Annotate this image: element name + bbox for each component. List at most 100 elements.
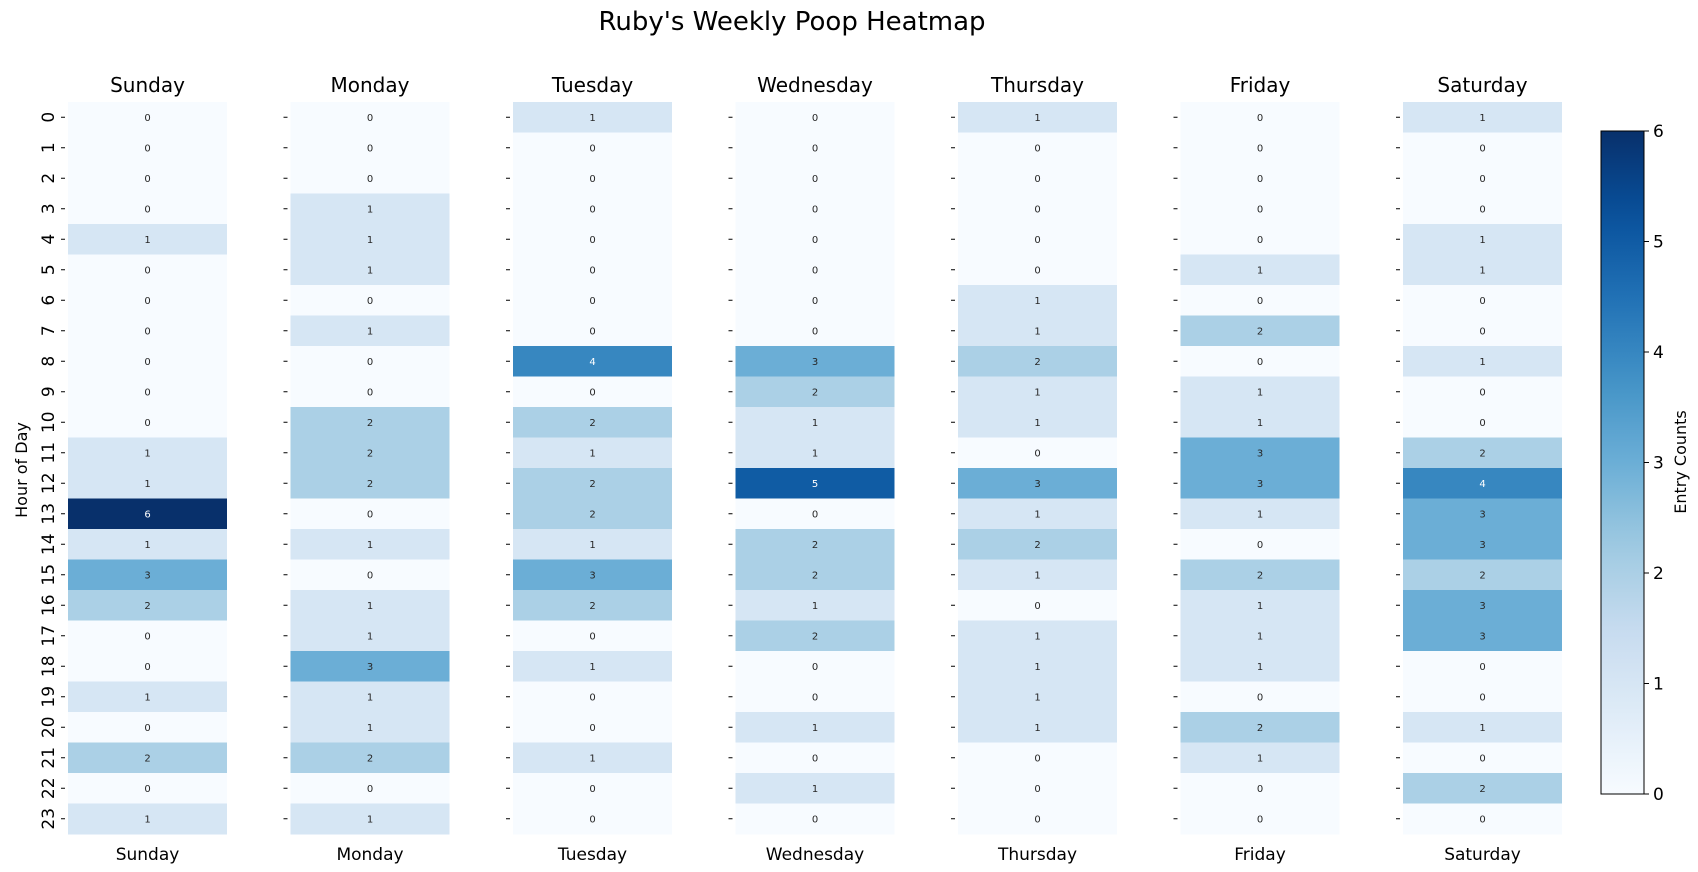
heatmap-cell <box>958 651 1117 682</box>
heatmap-cell <box>513 773 672 804</box>
heatmap-cell <box>1180 559 1340 591</box>
heatmap-cell <box>68 529 227 560</box>
cell-value-label: 2 <box>589 601 595 612</box>
hour-tick-label: 14 <box>39 533 59 555</box>
cell-value-label: 0 <box>1257 113 1263 124</box>
cell-value-label: 0 <box>1257 357 1263 368</box>
heatmap-cell <box>68 102 227 133</box>
cell-value-label: 2 <box>144 753 150 764</box>
cell-value-label: 5 <box>812 479 818 490</box>
cell-value-label: 1 <box>1034 631 1040 642</box>
heatmap-cell <box>735 620 895 652</box>
cell-value-label: 2 <box>144 601 150 612</box>
heatmap-cell <box>958 620 1117 652</box>
heatmap-cell <box>735 346 895 377</box>
heatmap-cell <box>290 407 450 438</box>
cell-value-label: 1 <box>1034 723 1040 734</box>
cell-value-label: 0 <box>144 326 150 337</box>
cell-value-label: 0 <box>144 357 150 368</box>
cell-value-label: 0 <box>589 814 595 825</box>
cell-value-label: 0 <box>1034 204 1040 215</box>
colorbar: 0 1 2 3 4 5 6 Entry Counts <box>1600 122 1690 805</box>
cell-value-label: 1 <box>1034 296 1040 307</box>
cell-value-label: 0 <box>1034 784 1040 795</box>
cell-value-label: 2 <box>1034 540 1040 551</box>
heatmap-cell <box>1403 620 1562 652</box>
heatmap-cell <box>68 773 227 804</box>
heatmap-cell <box>958 529 1117 560</box>
heatmap-cell <box>958 285 1117 316</box>
cell-value-label: 3 <box>812 357 818 368</box>
heatmap-cell <box>958 407 1117 438</box>
cell-value-label: 1 <box>144 692 150 703</box>
cell-value-label: 1 <box>1479 265 1485 276</box>
heatmap-cell <box>1180 529 1340 560</box>
heatmap-cell <box>1403 681 1562 713</box>
cell-value-label: 1 <box>144 448 150 459</box>
cell-value-label: 0 <box>589 204 595 215</box>
heatmap-cell <box>1403 407 1562 438</box>
heatmap-cell <box>513 224 672 255</box>
cell-value-label: 0 <box>1257 204 1263 215</box>
cell-value-label: 0 <box>812 662 818 673</box>
hour-tick-label: 13 <box>39 503 59 525</box>
panel-title-tuesday: Tuesday <box>551 73 634 97</box>
heatmap-cell <box>68 651 227 682</box>
panel-saturday: Saturday Saturday 1 0 0 0 1 1 0 0 1 0 0 2 4 3 3 2 3 3 0 0 1 0 2 0 <box>1396 73 1562 865</box>
heatmap-cell <box>513 498 672 530</box>
heatmap-cell <box>958 559 1117 591</box>
heatmap-cell <box>1180 193 1340 225</box>
cell-value-label: 1 <box>367 601 373 612</box>
hour-tick-label: 6 <box>39 295 59 306</box>
heatmap-cell <box>735 651 895 682</box>
cell-value-label: 0 <box>1479 662 1485 673</box>
cell-value-label: 0 <box>1257 692 1263 703</box>
heatmap-cell <box>735 254 895 286</box>
cell-value-label: 2 <box>1257 326 1263 337</box>
cell-value-label: 0 <box>1034 174 1040 185</box>
colorbar-tick-label: 2 <box>1653 564 1664 584</box>
cell-value-label: 1 <box>589 113 595 124</box>
hour-tick-label: 4 <box>39 234 59 245</box>
heatmap-cell <box>735 529 895 560</box>
heatmap-cell <box>1403 315 1562 347</box>
cell-value-label: 0 <box>1034 814 1040 825</box>
heatmap-cell <box>290 529 450 560</box>
heatmap-cell <box>735 773 895 804</box>
cell-value-label: 0 <box>1479 143 1485 154</box>
heatmap-cell <box>513 651 672 682</box>
cell-value-label: 0 <box>1257 235 1263 246</box>
heatmap-cell <box>290 254 450 286</box>
cell-value-label: 0 <box>812 204 818 215</box>
heatmap-cell <box>68 285 227 316</box>
cell-value-label: 1 <box>1034 418 1040 429</box>
heatmap-cell <box>1180 254 1340 286</box>
heatmap-cell <box>68 376 227 408</box>
cell-value-label: 3 <box>1479 509 1485 520</box>
hour-tick-label: 21 <box>39 747 59 769</box>
colorbar-label: Entry Counts <box>1671 410 1690 514</box>
cell-value-label: 0 <box>367 143 373 154</box>
cell-value-label: 2 <box>589 479 595 490</box>
heatmap-cell <box>1403 163 1562 194</box>
panel-title-saturday: Saturday <box>1437 73 1527 97</box>
heatmap-cell <box>1403 712 1562 743</box>
cell-value-label: 0 <box>812 692 818 703</box>
heatmap-cell <box>1180 163 1340 194</box>
panel-thursday: Thursday Thursday 1 0 0 0 0 0 1 1 2 1 1 0 3 1 2 1 0 1 1 1 1 0 0 0 <box>951 73 1117 865</box>
cell-value-label: 1 <box>367 723 373 734</box>
heatmap-cell <box>290 651 450 682</box>
heatmap-cell <box>735 407 895 438</box>
heatmap-cell <box>735 681 895 713</box>
heatmap-cell <box>513 437 672 469</box>
cell-value-label: 0 <box>812 814 818 825</box>
heatmap-cell <box>290 132 450 164</box>
cell-value-label: 3 <box>144 570 150 581</box>
cell-value-label: 0 <box>589 387 595 398</box>
cell-value-label: 1 <box>144 540 150 551</box>
cell-value-label: 0 <box>1479 296 1485 307</box>
panel-friday: Friday Friday 0 0 0 0 0 1 0 2 0 1 1 3 3 1 0 2 1 1 1 0 2 1 0 0 <box>1173 73 1340 865</box>
heatmap-cell <box>513 590 672 621</box>
cell-value-label: 1 <box>367 540 373 551</box>
